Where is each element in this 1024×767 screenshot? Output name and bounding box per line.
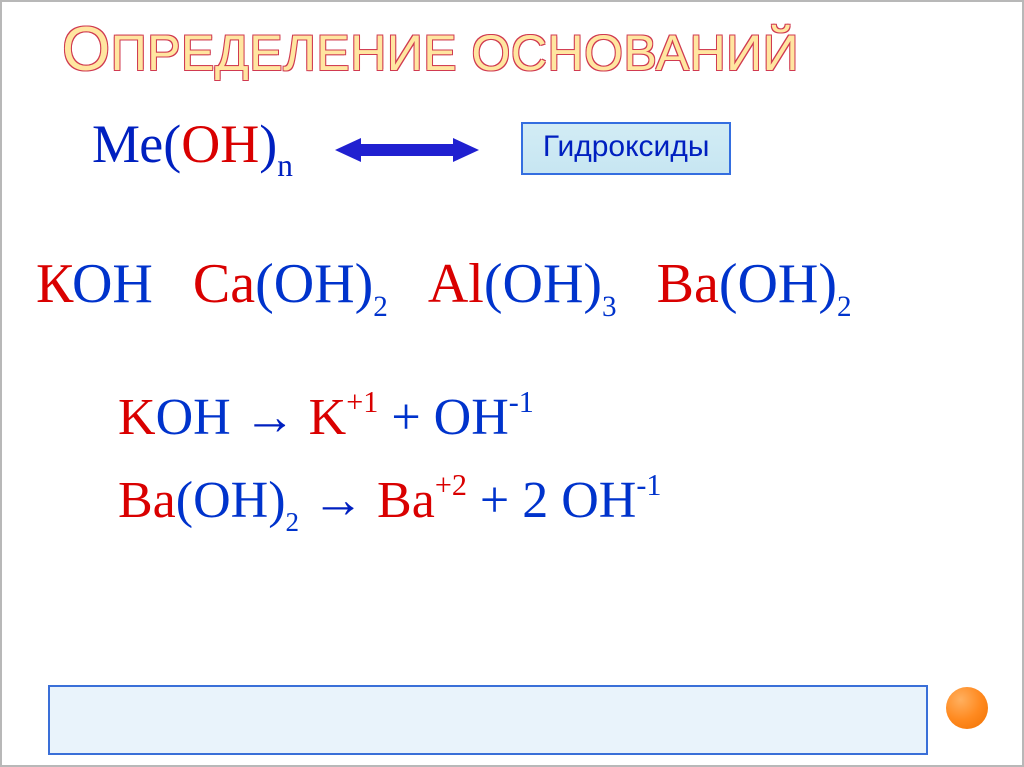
subscript-n: n bbox=[277, 148, 293, 183]
sub: 2 bbox=[373, 291, 388, 323]
r-oh: OH bbox=[434, 389, 509, 446]
arrow-left-head-icon bbox=[335, 138, 361, 162]
rp: ) bbox=[583, 253, 602, 315]
lp: ( bbox=[176, 472, 193, 529]
cation: Ca bbox=[193, 253, 255, 315]
r-cation-charge: +2 bbox=[435, 468, 467, 502]
arrow-icon: → bbox=[244, 389, 296, 446]
lp: ( bbox=[719, 253, 738, 315]
oh-coeff: 2 bbox=[522, 472, 561, 529]
r-cation-charge: +1 bbox=[346, 385, 378, 419]
cation: Al bbox=[428, 253, 484, 315]
lparen: ( bbox=[163, 114, 181, 174]
rp: ) bbox=[268, 472, 285, 529]
rp: ) bbox=[818, 253, 837, 315]
arrow-icon: → bbox=[312, 472, 364, 529]
l-cation: Ba bbox=[118, 472, 176, 529]
l-oh: OH bbox=[156, 389, 231, 446]
dissociation-koh: KOH → K+1 + OH-1 bbox=[118, 376, 1022, 459]
sub: 3 bbox=[602, 291, 617, 323]
r-oh: OH bbox=[561, 472, 636, 529]
l-cation: K bbox=[118, 389, 156, 446]
example-caoh2: Ca(ОН)2 bbox=[193, 252, 388, 322]
rparen: ) bbox=[259, 114, 277, 174]
oh: ОН bbox=[72, 253, 153, 315]
title-first-letter: О bbox=[62, 15, 111, 84]
lp: ( bbox=[255, 253, 274, 315]
double-arrow-icon bbox=[335, 138, 479, 162]
r-oh-charge: -1 bbox=[636, 468, 661, 502]
general-formula: Ме(ОН)n bbox=[92, 113, 293, 182]
accent-dot-icon bbox=[946, 687, 988, 729]
arrow-right-head-icon bbox=[453, 138, 479, 162]
lp: ( bbox=[484, 253, 503, 315]
r-cation: K bbox=[309, 389, 347, 446]
bottom-placeholder-box bbox=[48, 685, 928, 755]
r-cation: Ba bbox=[377, 472, 435, 529]
slide-title: ОПРЕДЕЛЕНИЕ ОСНОВАНИЙ bbox=[2, 2, 1022, 85]
metal-symbol: Ме bbox=[92, 114, 163, 174]
l-sub: 2 bbox=[286, 507, 300, 537]
sub: 2 bbox=[837, 291, 852, 323]
arrow-shaft bbox=[361, 144, 453, 156]
example-koh: КОН bbox=[36, 252, 153, 322]
rp: ) bbox=[355, 253, 374, 315]
plus: + bbox=[391, 389, 433, 446]
hydroxide-label-box: Гидроксиды bbox=[521, 122, 731, 175]
dissociation-block: KOH → K+1 + OH-1 Ba(OH)2 → Ba+2 + 2 OH-1 bbox=[2, 376, 1022, 542]
general-formula-row: Ме(ОН)n Гидроксиды bbox=[2, 113, 1022, 182]
oh-group: ОН bbox=[181, 114, 259, 174]
oh: ОН bbox=[503, 253, 584, 315]
examples-row: КОН Ca(ОН)2 Al(ОН)3 Ba(ОН)2 bbox=[2, 252, 1022, 322]
dissociation-baoh2: Ba(OH)2 → Ba+2 + 2 OH-1 bbox=[118, 459, 1022, 542]
example-aloh3: Al(ОН)3 bbox=[428, 252, 617, 322]
r-oh-charge: -1 bbox=[509, 385, 534, 419]
plus: + bbox=[480, 472, 522, 529]
oh: ОН bbox=[274, 253, 355, 315]
example-baoh2: Ba(ОН)2 bbox=[657, 252, 852, 322]
title-rest: ПРЕДЕЛЕНИЕ ОСНОВАНИЙ bbox=[111, 25, 799, 81]
l-oh: OH bbox=[193, 472, 268, 529]
hydroxide-label: Гидроксиды bbox=[543, 130, 709, 163]
cation: К bbox=[36, 253, 72, 315]
oh: ОН bbox=[737, 253, 818, 315]
cation: Ba bbox=[657, 253, 719, 315]
